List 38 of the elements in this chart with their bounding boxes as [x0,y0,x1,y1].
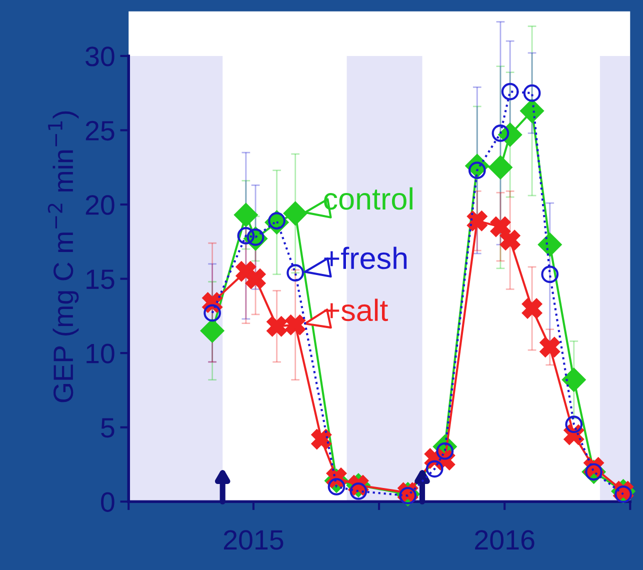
point [467,210,488,231]
point [266,316,287,336]
point [490,216,511,237]
y-tick-label: 30 [86,46,114,66]
point [311,429,332,450]
point [520,99,544,123]
point [426,460,444,478]
annotation: +fresh [324,246,407,270]
y-tick-label: 20 [86,195,114,215]
point [541,266,559,284]
point [522,298,542,319]
annotation: control [324,187,412,210]
y-tick-label: 5 [101,418,114,438]
point [234,203,258,227]
y-axis-title: GEP (mg C m$^{−2}$ min$^{−1}$) [48,111,79,402]
point [283,202,308,226]
point [501,82,519,100]
point [237,227,255,244]
point [204,304,221,322]
y-tick-label: 15 [86,270,114,290]
point [245,268,266,289]
x-tick-label: 2015 [224,530,284,550]
point [200,318,224,343]
annotation: +salt [324,298,388,322]
point [285,314,306,335]
point [523,84,541,102]
point [492,124,510,142]
y-tick-label: 0 [101,492,114,512]
y-tick-label: 25 [86,120,114,141]
point [500,230,520,250]
y-tick-label: 10 [86,344,114,364]
point [286,264,304,282]
point [488,156,512,180]
point [562,368,586,392]
point [538,232,562,256]
point [540,337,560,358]
point [565,416,583,434]
x-tick-label: 2016 [475,530,534,550]
